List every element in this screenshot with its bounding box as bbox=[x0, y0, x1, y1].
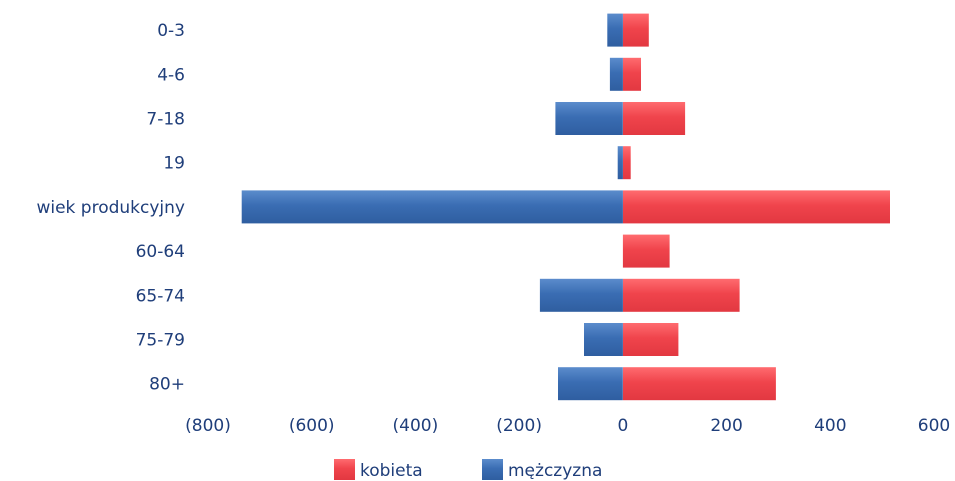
category-label: 80+ bbox=[149, 375, 185, 395]
category-label: 65-74 bbox=[136, 286, 185, 306]
x-tick-label: 200 bbox=[710, 416, 742, 436]
x-tick-label: (600) bbox=[289, 416, 335, 436]
bar-kobieta bbox=[622, 190, 890, 224]
bar-kobieta bbox=[622, 13, 649, 47]
bar-mezczyzna bbox=[617, 146, 623, 180]
legend-swatch-mezczyzna bbox=[482, 459, 503, 480]
legend-swatch-kobieta bbox=[334, 459, 355, 480]
x-tick-label: (800) bbox=[185, 416, 231, 436]
legend-label-mezczyzna: mężczyzna bbox=[508, 461, 602, 481]
bar-mezczyzna bbox=[609, 57, 623, 91]
bar-kobieta bbox=[622, 278, 740, 312]
bar-mezczyzna bbox=[584, 323, 623, 356]
legend-label-kobieta: kobieta bbox=[360, 461, 423, 481]
bar-kobieta bbox=[622, 102, 686, 135]
x-tick-label: 600 bbox=[918, 416, 950, 436]
category-label: 0-3 bbox=[157, 21, 185, 41]
bar-kobieta bbox=[622, 367, 776, 401]
bar-mezczyzna bbox=[555, 102, 623, 135]
category-label: 60-64 bbox=[136, 242, 185, 262]
bar-kobieta bbox=[622, 234, 670, 268]
bar-kobieta bbox=[622, 146, 631, 180]
legend: kobieta mężczyzna bbox=[334, 459, 602, 481]
category-labels: 0-3 4-6 7-18 19 wiek produkcyjny 60-64 65-74 75… bbox=[36, 21, 185, 395]
category-label: 75-79 bbox=[136, 331, 185, 351]
bar-mezczyzna bbox=[607, 13, 623, 47]
bar-mezczyzna bbox=[539, 278, 623, 312]
x-tick-label: (200) bbox=[496, 416, 542, 436]
x-tick-label: (400) bbox=[393, 416, 439, 436]
x-tick-label: 0 bbox=[617, 416, 628, 436]
bar-mezczyzna bbox=[558, 367, 623, 401]
category-label: 19 bbox=[163, 154, 185, 174]
category-label: 4-6 bbox=[157, 65, 185, 85]
bar-mezczyzna bbox=[241, 190, 623, 224]
x-axis-tick-labels: (800) (600) (400) (200) 0 200 400 600 bbox=[185, 416, 950, 436]
category-label: wiek produkcyjny bbox=[36, 198, 185, 218]
bar-kobieta bbox=[622, 57, 641, 91]
bar-kobieta bbox=[622, 323, 679, 356]
category-label: 7-18 bbox=[146, 110, 185, 130]
bars-group bbox=[241, 13, 890, 401]
x-tick-label: 400 bbox=[814, 416, 846, 436]
